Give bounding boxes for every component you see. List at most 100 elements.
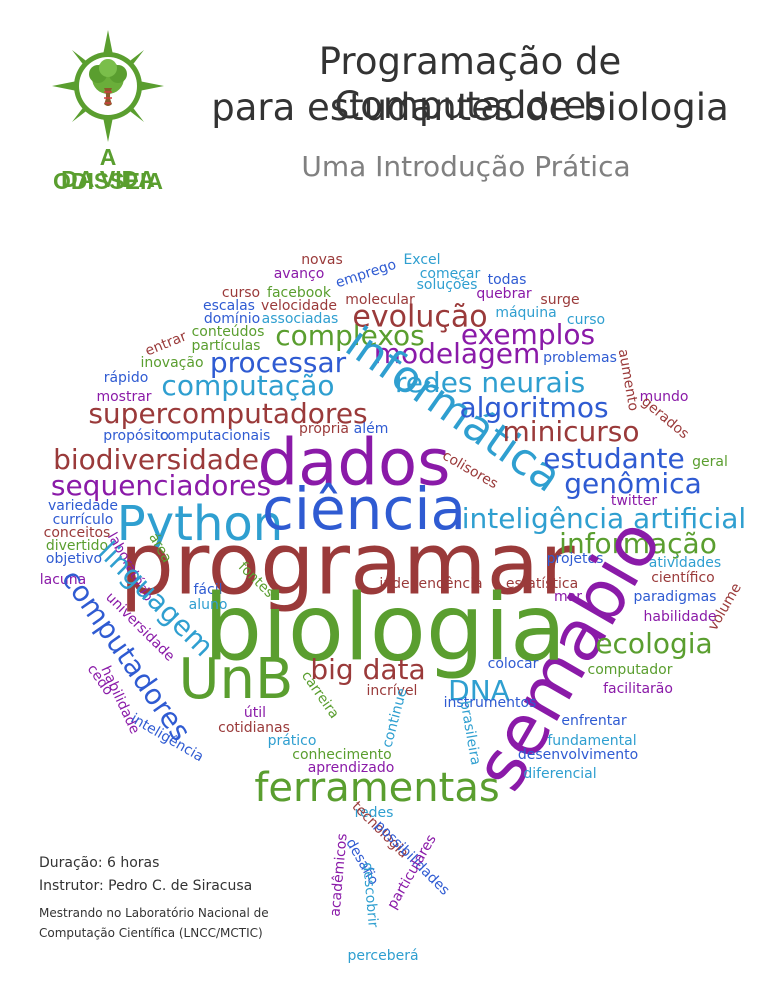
cloud-word: objetivo — [46, 551, 102, 567]
cloud-word: incrível — [367, 683, 418, 699]
cloud-word: informação — [559, 527, 717, 560]
cloud-word: molecular — [345, 292, 415, 308]
course-duration: Duração: 6 horas — [39, 855, 160, 871]
page-title-line2: para estudantes de biologia — [211, 86, 729, 129]
cloud-word: ferramentas — [254, 765, 499, 811]
cloud-word: variedade — [48, 498, 118, 514]
cloud-word: ecologia — [595, 627, 712, 660]
cloud-word: propósito — [103, 428, 169, 444]
cloud-word: Excel — [403, 252, 440, 268]
cloud-word: perceberá — [347, 948, 418, 964]
cloud-word: emprego — [334, 257, 399, 292]
cloud-word: curso — [567, 312, 605, 328]
course-instructor: Instrutor: Pedro C. de Siracusa — [39, 878, 253, 894]
cloud-word: aumento — [615, 348, 642, 412]
cloud-word: soluções — [417, 277, 478, 293]
cloud-word: facilitarão — [603, 681, 673, 697]
cloud-word: ciência — [262, 475, 466, 543]
cloud-word: processar — [210, 346, 347, 379]
cloud-word: aprendizado — [308, 760, 395, 776]
cloud-word: exemplos — [461, 318, 595, 351]
cloud-word: mar — [554, 589, 582, 605]
cloud-word: facebook — [267, 285, 332, 301]
logo-name-line1: A ODISSEIA — [53, 144, 163, 194]
cloud-word: computacionais — [160, 428, 271, 444]
page-subtitle: Uma Introdução Prática — [301, 150, 631, 183]
cloud-word: quebrar — [476, 286, 532, 302]
cloud-word: dados — [258, 427, 451, 501]
cloud-word: computador — [588, 662, 673, 678]
cloud-word: conteúdos — [192, 324, 265, 340]
cloud-word: conhecimento — [292, 747, 391, 763]
cloud-word: algoritmos — [459, 391, 608, 424]
cloud-word: surge — [540, 292, 579, 308]
cloud-word: curso — [222, 285, 260, 301]
cloud-word: estatística — [506, 576, 578, 592]
cloud-word: redes — [355, 805, 394, 821]
cloud-word: fundamental — [547, 733, 636, 749]
cloud-word: redes neurais — [395, 366, 585, 399]
cloud-word: acadêmicos — [327, 833, 350, 918]
logo-name-line2: DA VIDA — [61, 166, 155, 192]
cloud-word: avanço — [274, 266, 325, 282]
cloud-word: twitter — [611, 493, 657, 509]
cloud-word: todas — [488, 272, 527, 288]
cloud-word: projetos — [547, 551, 604, 567]
cloud-word: inteligência artificial — [462, 502, 746, 535]
cloud-word: além — [354, 421, 389, 437]
cloud-word: lacuna — [40, 572, 87, 588]
cloud-word: paradigmas — [634, 589, 717, 605]
cloud-word: fácil — [194, 582, 223, 598]
cloud-word: instrumentos — [444, 695, 537, 711]
cloud-word: biologia — [204, 574, 566, 681]
cloud-word: currículo — [53, 512, 114, 528]
cloud-word: rápido — [104, 370, 149, 386]
instructor-affiliation-line2: Computação Científica (LNCC/MCTIC) — [39, 926, 263, 940]
cloud-word: diferencial — [523, 766, 596, 782]
cloud-word: estudante — [543, 442, 684, 475]
cloud-word: científico — [651, 570, 715, 586]
cloud-word: genômica — [564, 467, 701, 500]
cloud-word: big data — [310, 653, 425, 686]
cloud-word: evolução — [352, 300, 487, 335]
cloud-word: programar — [119, 514, 575, 614]
cloud-word: atividades — [649, 555, 721, 571]
cloud-word: minicurso — [503, 415, 640, 448]
cloud-word: velocidade — [261, 298, 337, 314]
cloud-word: útil — [244, 705, 266, 721]
cloud-word: DNA — [448, 674, 510, 707]
compass-tree-icon — [52, 30, 164, 142]
cloud-word: independência — [379, 576, 482, 592]
cloud-word: escalas — [203, 298, 255, 314]
cloud-word: conceitos — [44, 525, 111, 541]
cloud-word: mostrar — [96, 389, 151, 405]
cloud-word: novas — [301, 252, 343, 268]
cloud-word: enfrentar — [561, 713, 626, 729]
cloud-word: partículas — [192, 338, 261, 354]
cloud-word: prático — [268, 733, 317, 749]
instructor-affiliation-line1: Mestrando no Laboratório Nacional de — [39, 906, 269, 920]
cloud-word: habilidade — [644, 609, 717, 625]
cloud-word: sequenciadores — [51, 469, 271, 502]
cloud-word: inovação — [140, 355, 203, 371]
cloud-word: desenvolvimento — [518, 747, 638, 763]
cloud-word: mundo — [640, 389, 689, 405]
cloud-word: geral — [692, 454, 728, 470]
cloud-word: associadas — [262, 311, 339, 327]
cloud-word: biodiversidade — [53, 443, 259, 476]
page-title-line1: Programação de Computadores — [318, 40, 622, 127]
cloud-word: máquina — [495, 305, 556, 321]
cloud-word: cotidianas — [218, 720, 290, 736]
cloud-word: computação — [161, 369, 334, 402]
cloud-word: colocar — [488, 656, 539, 672]
cloud-word: problemas — [543, 350, 617, 366]
cloud-word: modelagem — [374, 337, 541, 370]
cloud-word: aluno — [189, 597, 228, 613]
cloud-word: complexos — [275, 319, 425, 352]
cloud-word: domínio — [204, 311, 260, 327]
cloud-word: própria — [299, 421, 349, 437]
cloud-word: UnB — [179, 647, 294, 712]
cloud-word: descobrir — [359, 862, 381, 929]
